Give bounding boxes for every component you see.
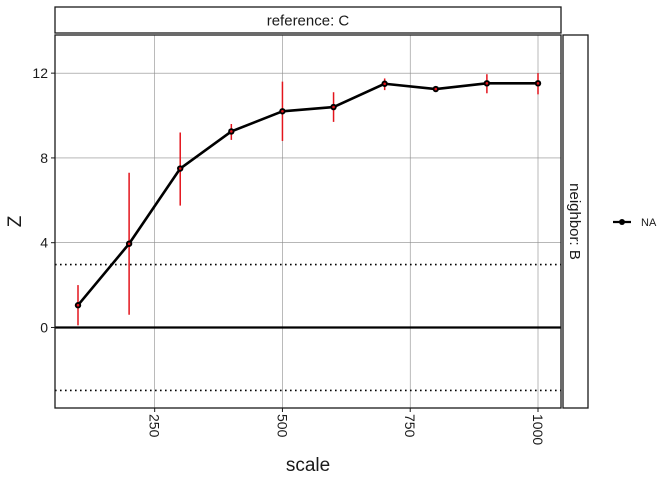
x-axis: 250 500 750 1000 <box>147 408 546 445</box>
top-strip-label: reference: C <box>267 13 350 30</box>
series-layer <box>74 80 542 309</box>
x-tick-label-1: 500 <box>274 414 290 438</box>
panel-border <box>54 34 562 409</box>
data-point-center-0-7 <box>434 87 438 91</box>
series-line-0 <box>77 82 538 307</box>
legend-key-point <box>619 219 625 225</box>
legend: NA <box>613 217 657 229</box>
x-axis-title: scale <box>286 455 330 476</box>
plot-panel <box>55 35 561 408</box>
x-tick-label-2: 750 <box>402 414 418 438</box>
data-point-center-0-0 <box>76 303 80 307</box>
data-point-center-0-8 <box>485 82 489 85</box>
right-strip-box <box>562 34 589 409</box>
y-tick-label-1: 4 <box>40 235 48 251</box>
x-tick-label-0: 250 <box>147 414 163 438</box>
data-point-center-0-3 <box>230 130 233 133</box>
reference-lines <box>55 263 561 392</box>
data-point-center-0-6 <box>383 82 386 86</box>
y-tick-label-3: 12 <box>32 65 48 81</box>
data-point-center-0-5 <box>332 105 335 109</box>
y-axis: 0 4 8 12 <box>32 65 55 335</box>
top-strip-box <box>54 6 562 34</box>
right-strip-label: neighbor: B <box>566 183 583 260</box>
x-tick-label-3: 1000 <box>530 414 546 445</box>
data-point-center-0-9 <box>536 82 540 85</box>
y-axis-title: Z <box>5 215 26 227</box>
y-tick-label-2: 8 <box>40 150 48 166</box>
y-tick-label-0: 0 <box>40 319 48 335</box>
data-point-center-0-4 <box>281 109 284 113</box>
data-point-center-0-2 <box>178 167 182 170</box>
legend-label: NA <box>641 217 657 229</box>
data-point-center-0-1 <box>127 242 131 246</box>
